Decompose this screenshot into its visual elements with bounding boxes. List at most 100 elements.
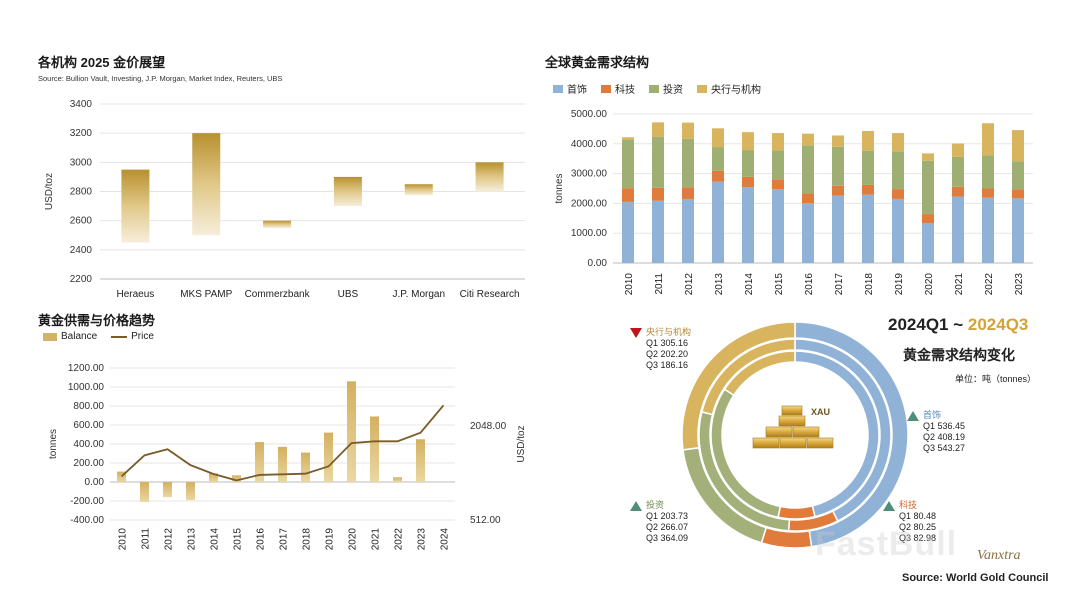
stack-segment [682,122,694,139]
stack-segment [802,193,814,204]
legend-invest: 投资 [649,81,683,96]
balance-bar [370,416,379,482]
y-axis-label: tonnes [48,429,59,459]
annot-jewelry: 首饰 Q1 536.45 Q2 408.19 Q3 543.27 [907,410,965,454]
stack-segment [982,188,994,198]
stack-segment [952,143,964,157]
legend-jewelry: 首饰 [553,81,587,96]
x-tick-label: Citi Research [460,289,520,300]
legend-invest-label: 投资 [663,85,683,96]
y-tick-label: -400.00 [70,515,104,526]
balance-bar [186,482,195,501]
range-bar [475,162,504,192]
demand-legend: 首饰 科技 投资 央行与机构 [553,81,761,96]
stack-segment [832,185,844,196]
y-tick-label: 600.00 [73,420,104,431]
stack-segment [682,198,694,263]
brand-logo: Vanxtra [977,548,1021,563]
stack-segment [772,179,784,190]
legend-tech-label: 科技 [615,85,635,96]
balance-bar [278,446,287,482]
forecast-subtitle: Source: Bullion Vault, Investing, J.P. M… [38,74,283,83]
y-tick-label: 200.00 [73,458,104,469]
annot-tech-name: 科技 [899,500,918,510]
donut-unit: 单位：吨（tonnes） [955,374,1037,384]
balance-bar [117,471,126,482]
y-tick-label: 2600 [70,216,93,227]
stack-segment [742,132,754,151]
x-tick-label: 2019 [894,273,905,296]
legend-price-label: Price [131,331,154,342]
stack-segment [982,155,994,189]
gold-bar-shape [779,437,807,449]
annot-line: Q1 80.48 [899,511,937,521]
balance-legend: Balance Price [43,331,154,342]
stack-segment [622,139,634,189]
stack-segment [892,189,904,199]
x-tick-label: 2016 [256,528,267,551]
range-bar [121,169,150,243]
stack-segment [892,151,904,190]
stack-segment [712,147,724,171]
balance-bar [324,432,333,482]
stack-segment [832,146,844,186]
legend-line [111,335,128,338]
demand-chart: 0.00 1000.00 2000.00 3000.00 4000.00 5000.00 t… [554,109,1033,296]
annot-line: Q1 536.45 [923,421,966,431]
stack-segment [742,187,754,263]
x-tick-label: 2022 [984,273,995,296]
y2-tick-label: 2048.00 [470,421,507,432]
legend-jewelry-label: 首饰 [567,85,587,96]
stack-segment [952,186,964,197]
donut-title-b: 2024Q3 [967,315,1029,334]
stack-segment [862,194,874,263]
donut-subtitle: 黄金需求结构变化 [903,347,1015,363]
up-arrow-icon [907,410,919,421]
stack-segment [802,203,814,263]
y-tick-label: 800.00 [73,401,104,412]
stack-segment [742,150,754,177]
x-tick-label: 2015 [233,528,244,551]
x-tick-label: 2023 [417,528,428,551]
y-tick-label: 4000.00 [571,139,608,150]
stack-segment [1012,161,1024,190]
x-tick-label: 2013 [187,528,198,551]
legend-balance: Balance [43,331,97,342]
legend-balance-label: Balance [61,331,98,342]
x-tick-label: 2018 [302,528,313,551]
x-tick-label: 2020 [348,528,359,551]
annot-jewelry-name: 首饰 [923,410,942,420]
x-tick-label: 2019 [325,528,336,551]
x-tick-label: 2024 [440,528,451,551]
x-tick-label: Heraeus [117,289,155,300]
stack-segment [862,184,874,195]
annot-line: Q3 543.27 [923,443,966,453]
gold-bars-icon [752,405,834,449]
y-tick-label: 400.00 [73,439,104,450]
balance-bar [393,477,402,482]
donut-title-a: 2024Q1 [888,315,949,334]
stack-segment [862,130,874,151]
stack-segment [1012,198,1024,263]
gold-bar-shape [765,426,793,438]
demand-title: 全球黄金需求结构 [545,55,650,70]
gold-bar-shape [778,415,806,427]
stack-segment [682,187,694,199]
x-tick-label: 2012 [684,273,695,296]
x-tick-label: Commerzbank [245,289,311,300]
forecast-chart: 2200 2400 2600 2800 3000 3200 3400 USD/toz Herae… [44,99,525,300]
forecast-title: 各机构 2025 金价展望 [38,55,166,70]
balance-bar [232,475,241,482]
stack-segment [652,187,664,201]
y2-tick-label: 512.00 [470,515,501,526]
stack-segment [892,133,904,152]
y-tick-label: 2400 [70,245,93,256]
x-tick-label: 2010 [118,528,129,551]
stack-segment [1012,130,1024,162]
stack-segment [952,156,964,187]
y-tick-label: 0.00 [85,477,105,488]
gold-bar-shape [781,405,803,416]
annot-invest: 投资 Q1 203.73 Q2 266.07 Q3 364.09 [630,500,688,544]
balance-bar [347,381,356,482]
stack-segment [892,198,904,263]
